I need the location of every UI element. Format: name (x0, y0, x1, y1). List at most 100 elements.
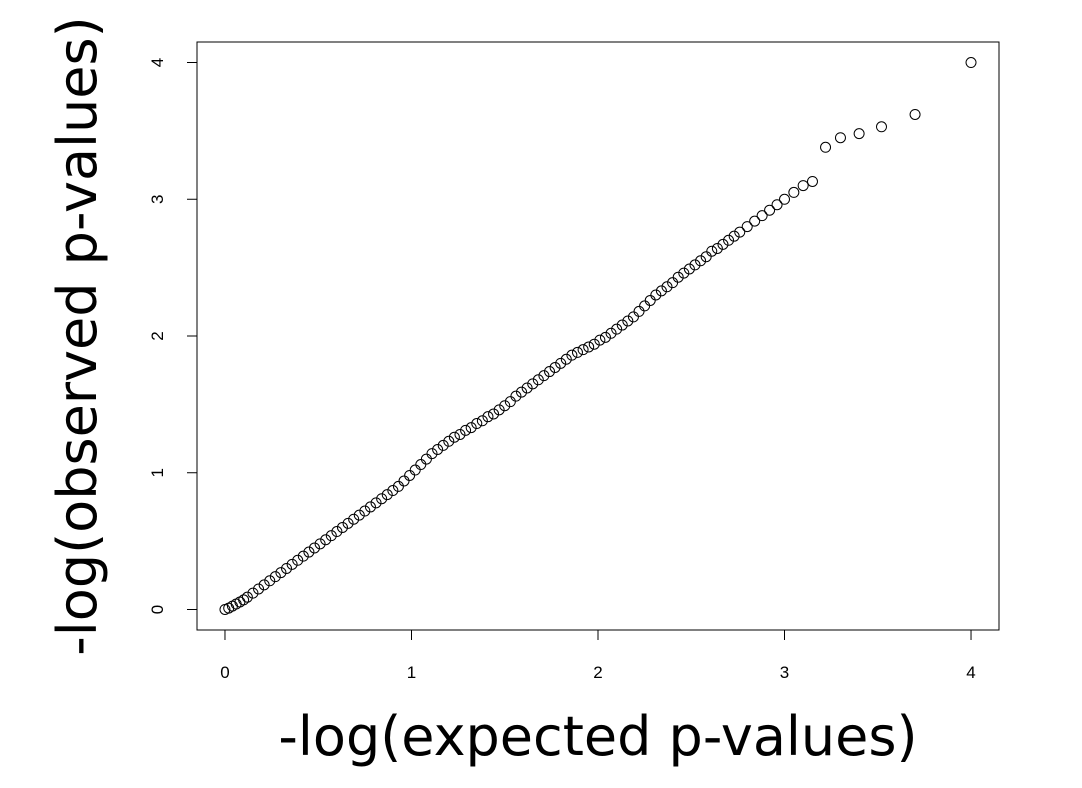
data-point (644, 294, 656, 306)
data-point (314, 538, 326, 550)
data-point (521, 382, 533, 394)
data-point (465, 422, 477, 434)
data-point (672, 271, 684, 283)
data-point (611, 323, 623, 335)
data-point (717, 238, 729, 250)
data-point (683, 263, 695, 275)
data-point (460, 424, 472, 436)
data-point (661, 281, 673, 293)
data-point (555, 357, 567, 369)
data-point (510, 390, 522, 402)
data-point (476, 415, 488, 427)
data-point (303, 546, 315, 558)
data-point (342, 517, 354, 529)
data-point (544, 366, 556, 378)
data-point (415, 459, 427, 471)
data-point (426, 448, 438, 460)
data-point (779, 193, 791, 205)
data-point (549, 361, 561, 373)
data-point (437, 439, 449, 451)
data-points (219, 57, 977, 615)
data-point (325, 530, 337, 542)
data-point (281, 562, 293, 574)
data-point (448, 431, 460, 443)
data-point (678, 267, 690, 279)
data-point (516, 386, 528, 398)
data-point (488, 408, 500, 420)
data-point (633, 305, 645, 317)
data-point (700, 251, 712, 263)
x-axis: 0 1 2 3 4 (220, 630, 976, 682)
data-point (594, 334, 606, 346)
data-point (577, 344, 589, 356)
data-point (275, 567, 287, 579)
x-tick-label: 3 (780, 663, 789, 682)
data-point (376, 493, 388, 505)
data-point (471, 418, 483, 430)
data-point (504, 396, 516, 408)
data-point (454, 428, 466, 440)
data-point (706, 245, 718, 257)
y-axis: 0 1 2 3 4 (148, 58, 197, 614)
data-point (689, 259, 701, 271)
data-point (247, 587, 259, 599)
data-point (965, 57, 977, 69)
data-point (269, 571, 281, 583)
data-point (797, 180, 809, 192)
data-point (639, 300, 651, 312)
data-point (560, 353, 572, 365)
data-point (409, 464, 421, 476)
data-point (532, 374, 544, 386)
data-point (571, 346, 583, 358)
data-point (331, 526, 343, 538)
data-point (370, 497, 382, 509)
data-point (667, 277, 679, 289)
data-point (364, 501, 376, 513)
data-point (599, 331, 611, 343)
data-point (320, 534, 332, 546)
y-tick-label: 0 (148, 605, 167, 614)
data-point (876, 121, 887, 133)
data-point (420, 453, 432, 465)
data-point (398, 475, 410, 487)
data-point (806, 175, 818, 187)
data-point (909, 108, 921, 120)
data-point (695, 255, 707, 267)
x-tick-label: 2 (593, 663, 602, 682)
data-point (253, 583, 265, 595)
data-point (443, 435, 455, 447)
data-point (834, 132, 846, 144)
data-point (381, 489, 393, 501)
data-point (627, 311, 639, 323)
data-point (258, 579, 270, 591)
data-point (336, 521, 348, 533)
data-point (734, 226, 746, 238)
x-tick-label: 4 (966, 663, 975, 682)
data-point (527, 378, 539, 390)
data-point (588, 338, 600, 350)
data-point (622, 315, 634, 327)
data-point (353, 509, 365, 521)
data-point (605, 327, 617, 339)
data-point (392, 480, 404, 492)
data-point (499, 400, 511, 412)
data-point (432, 444, 444, 455)
data-point (764, 204, 776, 216)
data-point (853, 128, 865, 140)
data-point (771, 199, 783, 211)
data-point (756, 210, 768, 222)
data-point (749, 215, 761, 227)
data-point (297, 550, 309, 562)
data-point (238, 594, 250, 606)
y-tick-label: 3 (148, 195, 167, 204)
data-point (566, 349, 578, 361)
data-point (820, 141, 832, 153)
data-point (655, 285, 667, 297)
data-point (292, 554, 304, 566)
data-point (241, 591, 253, 603)
data-point (493, 404, 505, 416)
x-tick-label: 0 (220, 663, 229, 682)
data-point (348, 513, 360, 525)
